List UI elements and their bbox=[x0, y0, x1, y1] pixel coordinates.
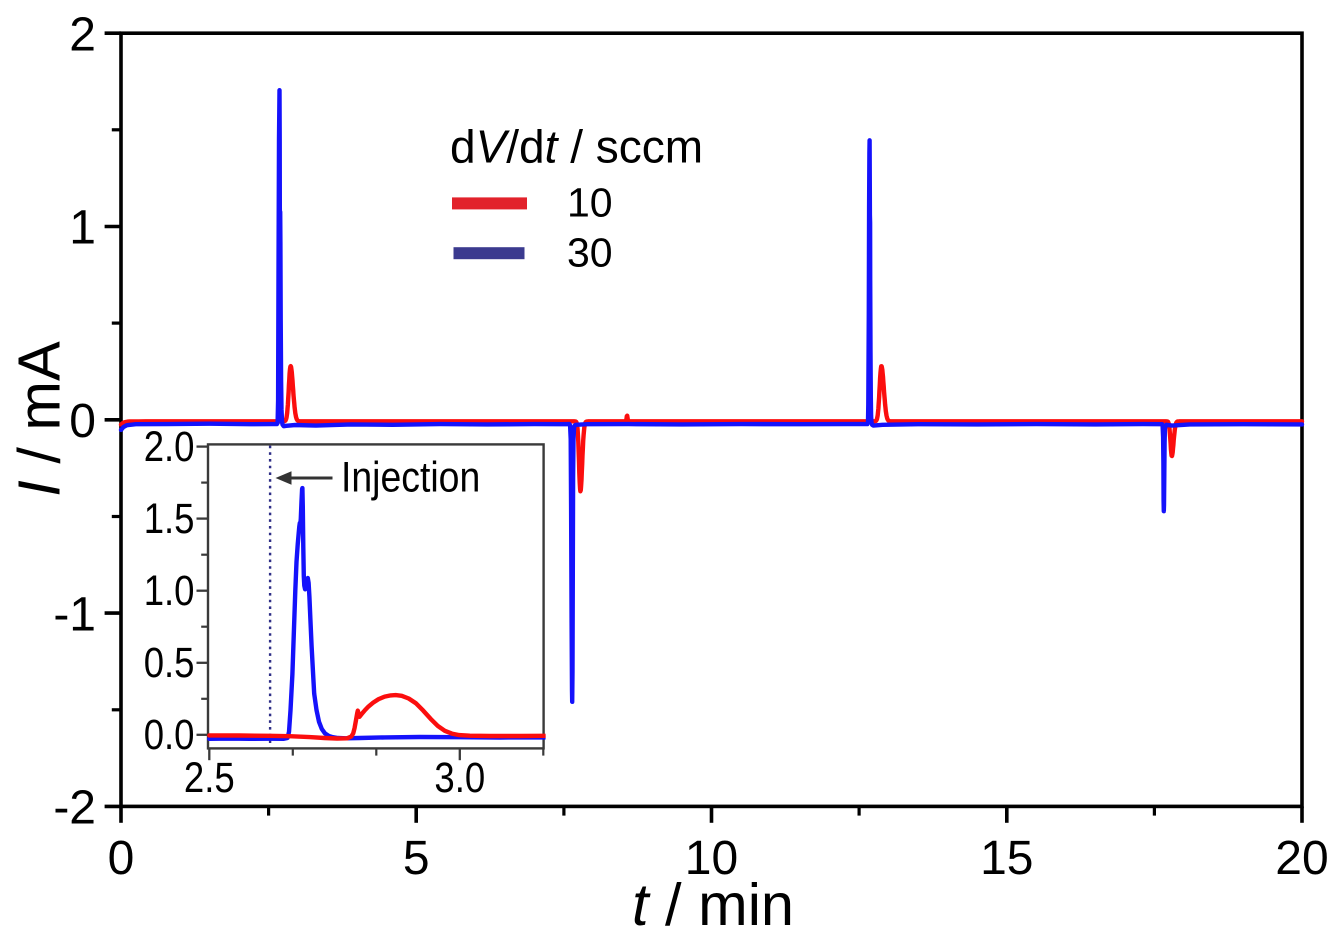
svg-text:1.5: 1.5 bbox=[144, 495, 195, 542]
svg-text:0.5: 0.5 bbox=[144, 639, 195, 686]
svg-text:t / min: t / min bbox=[632, 871, 794, 938]
svg-text:-1: -1 bbox=[53, 588, 96, 641]
svg-text:10: 10 bbox=[685, 832, 738, 885]
svg-text:Injection: Injection bbox=[341, 455, 480, 502]
svg-text:2.0: 2.0 bbox=[144, 423, 195, 470]
svg-text:3.0: 3.0 bbox=[434, 754, 485, 801]
svg-text:15: 15 bbox=[980, 832, 1033, 885]
svg-text:0: 0 bbox=[69, 395, 96, 448]
svg-text:5: 5 bbox=[403, 832, 430, 885]
svg-text:dV/dt / sccm: dV/dt / sccm bbox=[450, 121, 703, 173]
svg-text:10: 10 bbox=[567, 180, 613, 226]
svg-text:-2: -2 bbox=[53, 782, 96, 835]
svg-text:0: 0 bbox=[108, 832, 135, 885]
svg-text:1.0: 1.0 bbox=[144, 567, 195, 614]
svg-text:0.0: 0.0 bbox=[144, 711, 195, 758]
svg-text:I / mA: I / mA bbox=[6, 341, 73, 497]
svg-text:2: 2 bbox=[69, 8, 96, 61]
svg-text:30: 30 bbox=[567, 230, 613, 276]
svg-text:20: 20 bbox=[1275, 832, 1328, 885]
svg-text:2.5: 2.5 bbox=[184, 754, 235, 801]
svg-text:1: 1 bbox=[69, 202, 96, 255]
